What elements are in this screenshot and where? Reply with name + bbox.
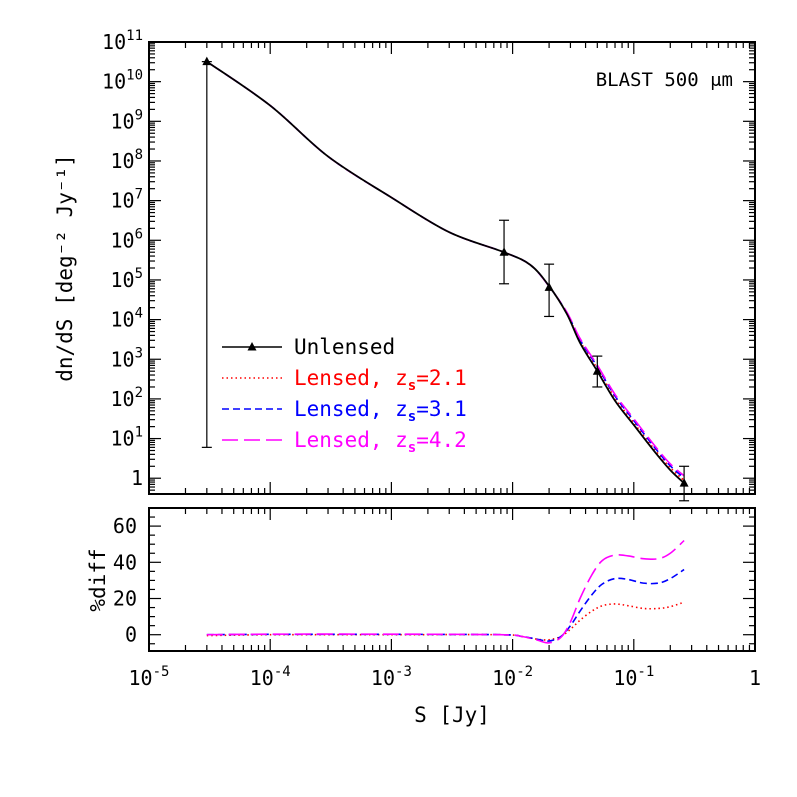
legend-label: Unlensed xyxy=(294,335,395,359)
data-point xyxy=(201,56,212,448)
legend-item-lensed-z-s-3-1: Lensed, zs=3.1 xyxy=(222,397,467,425)
triangle-icon xyxy=(247,342,257,351)
tick-label: 60 xyxy=(113,514,137,538)
x-axis-label: S [Jy] xyxy=(414,703,490,727)
top-ticks: 1 101 102 103 104 105 106 107 108 109 1010 1011 xyxy=(102,28,756,495)
tick-label: 10-5 xyxy=(129,664,170,690)
tick-label: 10-2 xyxy=(492,664,533,690)
legend-item-lensed-z-s-2-1: Lensed, zs=2.1 xyxy=(222,366,467,394)
legend-item-unlensed: Unlensed xyxy=(222,335,395,359)
data-point xyxy=(679,465,690,502)
tick-label: 108 xyxy=(110,147,143,173)
series-line-unlensed xyxy=(206,60,685,484)
tick-label: 20 xyxy=(113,587,137,611)
triangle-marker xyxy=(499,247,509,256)
bottom-plot-frame xyxy=(148,507,756,652)
tick-label: 1011 xyxy=(102,28,143,54)
top-plot-frame xyxy=(148,41,756,495)
bottom-panel: 0 20 40 60 10-5 10-4 10-3 10-2 10-1 1 xyxy=(113,507,761,690)
data-point xyxy=(592,355,603,388)
diff-line-lensed-z-s-3-1 xyxy=(206,568,685,642)
tick-label: 40 xyxy=(113,550,137,574)
tick-label: 1 xyxy=(131,466,143,490)
triangle-marker xyxy=(202,56,212,66)
top-panel: 1 101 102 103 104 105 106 107 108 109 1010 1011 BLA… xyxy=(102,28,756,502)
tick-label: 101 xyxy=(110,425,143,451)
tick-label: 102 xyxy=(110,385,143,411)
tick-label: 10-3 xyxy=(371,664,412,690)
tick-label: 107 xyxy=(110,187,143,213)
tick-label: 0 xyxy=(125,623,137,647)
tick-label: 10-4 xyxy=(250,664,291,690)
bottom-ticks: 0 20 40 60 10-5 10-4 10-3 10-2 10-1 1 xyxy=(113,508,761,690)
tick-label: 104 xyxy=(110,306,143,332)
chart-annotation: BLAST 500 μm xyxy=(596,69,733,91)
legend: Unlensed Lensed, zs=2.1 Lensed, zs=3.1 Lens… xyxy=(222,335,467,456)
diff-line-lensed-z-s-4-2 xyxy=(206,539,685,644)
bottom-y-axis-label: %diff xyxy=(86,548,110,611)
tick-label: 1010 xyxy=(102,68,143,94)
legend-label: Lensed, zs=3.1 xyxy=(294,397,467,425)
triangle-marker xyxy=(679,478,689,487)
tick-label: 109 xyxy=(110,107,143,133)
legend-label: Lensed, zs=2.1 xyxy=(294,366,467,394)
legend-item-lensed-z-s-4-2: Lensed, zs=4.2 xyxy=(222,428,467,456)
tick-label: 103 xyxy=(110,345,143,371)
triangle-marker xyxy=(544,282,554,291)
top-y-axis-label: dn/dS [deg⁻² Jy⁻¹] xyxy=(53,154,77,382)
tick-label: 1 xyxy=(749,666,761,690)
tick-label: 106 xyxy=(110,226,143,252)
triangle-marker xyxy=(592,366,602,375)
tick-label: 10-1 xyxy=(613,664,654,690)
legend-label: Lensed, zs=4.2 xyxy=(294,428,467,456)
tick-label: 105 xyxy=(110,266,143,292)
data-point xyxy=(544,263,555,318)
data-points-group xyxy=(201,56,690,502)
top-series-group xyxy=(206,60,685,484)
data-point xyxy=(499,219,510,285)
bottom-series-group xyxy=(206,539,685,644)
